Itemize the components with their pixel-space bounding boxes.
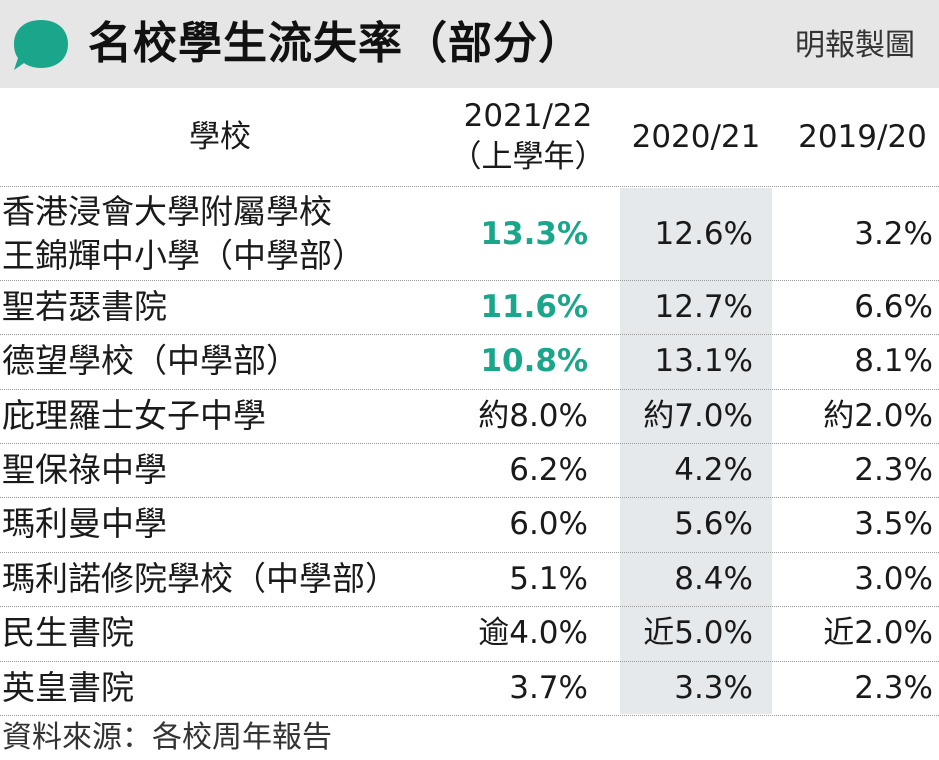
row-divider	[0, 552, 939, 553]
column-header-2021-22-line1: 2021/22	[463, 98, 593, 134]
row-divider	[0, 389, 939, 390]
value-2020-21: 3.3%	[674, 670, 753, 706]
row-divider	[0, 661, 939, 662]
row-divider	[0, 280, 939, 281]
school-name: 聖保祿中學	[2, 450, 167, 489]
value-2020-21: 5.6%	[674, 506, 753, 542]
school-name-line2: 王錦輝中小學（中學部）	[2, 236, 365, 275]
school-name: 庇理羅士女子中學	[2, 396, 266, 435]
value-2019-20: 8.1%	[854, 343, 933, 379]
school-name: 英皇書院	[2, 668, 134, 707]
value-2019-20: 3.5%	[854, 506, 933, 542]
column-shade-2020-21	[620, 188, 772, 714]
row-divider	[0, 186, 939, 187]
speech-bubble-icon	[14, 20, 68, 70]
row-divider	[0, 606, 939, 607]
value-2020-21: 約7.0%	[643, 398, 753, 434]
value-2021-22: 3.7%	[509, 670, 588, 706]
value-2021-22: 13.3%	[480, 216, 588, 252]
value-2019-20: 3.2%	[854, 216, 933, 252]
value-2021-22: 11.6%	[480, 289, 588, 325]
value-2020-21: 12.7%	[654, 289, 753, 325]
column-header-2020-21: 2020/21	[631, 119, 761, 155]
value-2021-22: 逾4.0%	[478, 615, 588, 651]
school-name: 聖若瑟書院	[2, 287, 167, 326]
column-header-school: 學校	[189, 119, 251, 155]
value-2020-21: 4.2%	[674, 452, 753, 488]
school-name: 瑪利曼中學	[2, 504, 167, 543]
value-2020-21: 12.6%	[654, 216, 753, 252]
value-2021-22: 6.2%	[509, 452, 588, 488]
value-2019-20: 3.0%	[854, 561, 933, 597]
school-name: 瑪利諾修院學校（中學部）	[2, 559, 398, 598]
value-2021-22: 約8.0%	[478, 398, 588, 434]
source-note: 資料來源：各校周年報告	[2, 720, 332, 755]
row-divider	[0, 443, 939, 444]
value-2019-20: 2.3%	[854, 452, 933, 488]
column-header-2021-22-line2: （上學年）	[450, 139, 606, 175]
value-2019-20: 約2.0%	[823, 398, 933, 434]
school-name: 香港浸會大學附屬學校	[2, 192, 332, 231]
value-2020-21: 近5.0%	[643, 615, 753, 651]
row-divider	[0, 715, 939, 716]
value-2021-22: 6.0%	[509, 506, 588, 542]
credit-label: 明報製圖	[795, 28, 915, 63]
value-2019-20: 6.6%	[854, 289, 933, 325]
value-2020-21: 8.4%	[674, 561, 753, 597]
column-header-2019-20: 2019/20	[798, 119, 927, 155]
value-2020-21: 13.1%	[654, 343, 753, 379]
value-2021-22: 5.1%	[509, 561, 588, 597]
page-title: 名校學生流失率（部分）	[88, 18, 583, 69]
value-2019-20: 近2.0%	[823, 615, 933, 651]
header-bar: 名校學生流失率（部分） 明報製圖	[0, 0, 939, 88]
school-name: 德望學校（中學部）	[2, 341, 299, 380]
row-divider	[0, 334, 939, 335]
row-divider	[0, 497, 939, 498]
value-2019-20: 2.3%	[854, 670, 933, 706]
value-2021-22: 10.8%	[480, 343, 588, 379]
school-name: 民生書院	[2, 613, 134, 652]
